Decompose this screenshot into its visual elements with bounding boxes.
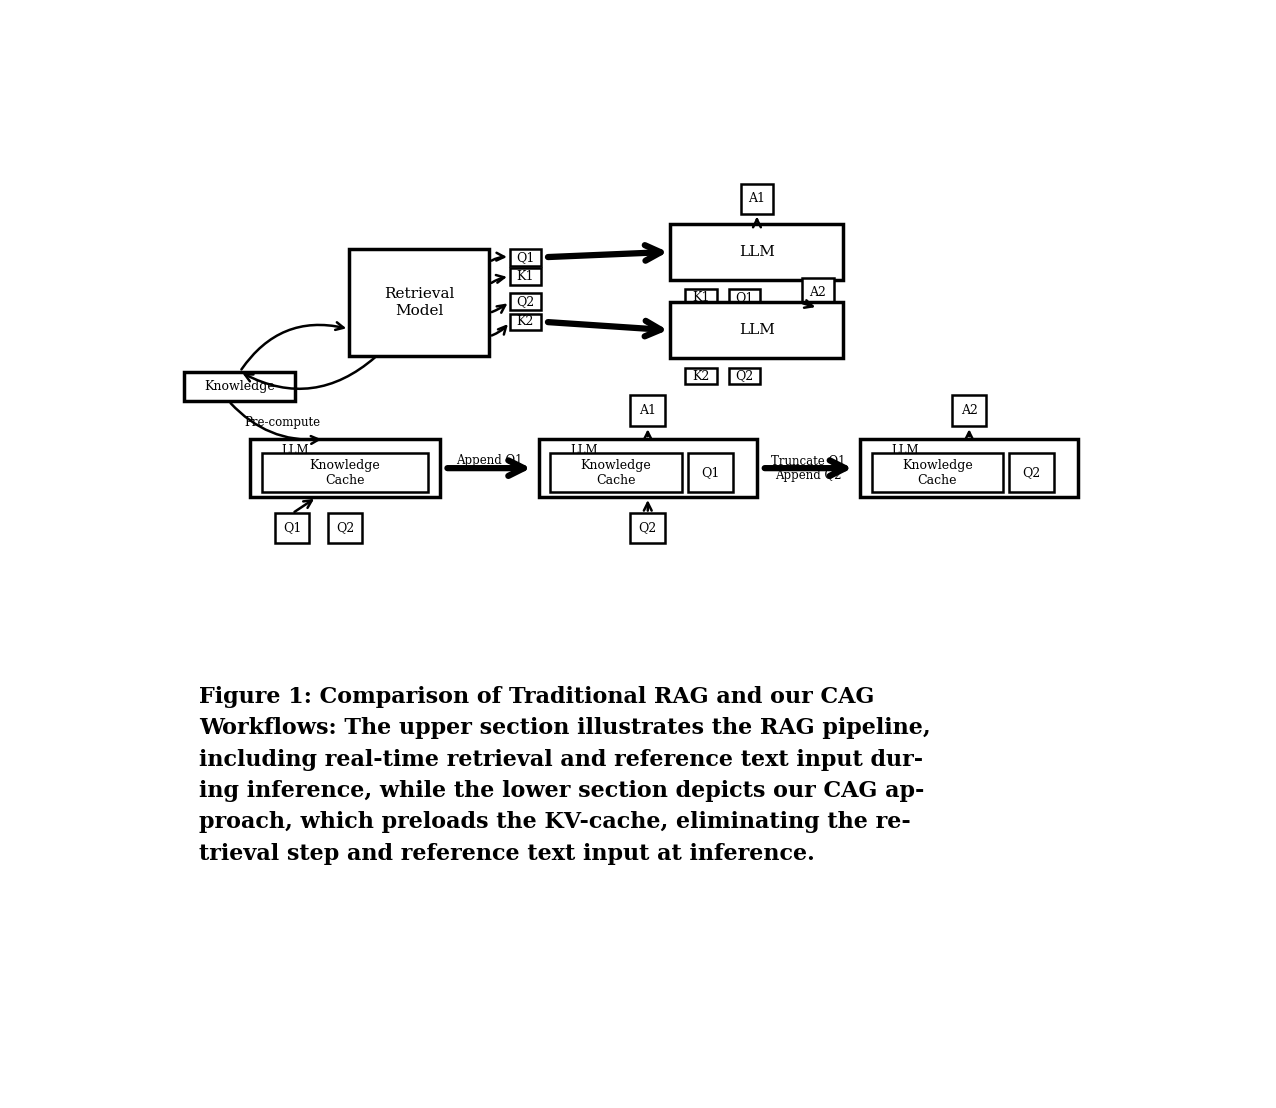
FancyArrowPatch shape <box>241 322 343 369</box>
Text: K2: K2 <box>517 316 535 328</box>
Text: Q2: Q2 <box>639 522 657 534</box>
FancyBboxPatch shape <box>550 453 681 492</box>
Text: Q2: Q2 <box>735 370 754 382</box>
FancyBboxPatch shape <box>741 184 772 214</box>
FancyBboxPatch shape <box>538 439 757 497</box>
Text: K1: K1 <box>692 291 709 304</box>
FancyBboxPatch shape <box>509 268 541 285</box>
Text: LLM: LLM <box>891 443 919 456</box>
FancyBboxPatch shape <box>688 453 732 492</box>
Text: Q1: Q1 <box>735 291 754 304</box>
FancyArrowPatch shape <box>231 403 319 444</box>
Text: Knowledge
Cache: Knowledge Cache <box>902 459 972 486</box>
FancyBboxPatch shape <box>328 513 362 543</box>
Text: LLM: LLM <box>739 245 775 259</box>
FancyBboxPatch shape <box>670 302 843 358</box>
Text: Knowledge
Cache: Knowledge Cache <box>310 459 380 486</box>
Text: Retrieval
Model: Retrieval Model <box>384 287 454 318</box>
FancyBboxPatch shape <box>630 396 665 427</box>
Text: Figure 1: Comparison of Traditional RAG and our CAG
Workflows: The upper section: Figure 1: Comparison of Traditional RAG … <box>199 686 930 864</box>
FancyBboxPatch shape <box>803 278 833 308</box>
Text: A2: A2 <box>961 404 977 418</box>
FancyArrowPatch shape <box>245 358 375 389</box>
FancyBboxPatch shape <box>250 439 440 497</box>
Text: Pre-compute: Pre-compute <box>244 416 320 429</box>
FancyBboxPatch shape <box>952 396 986 427</box>
FancyArrowPatch shape <box>491 326 507 336</box>
FancyBboxPatch shape <box>685 368 717 384</box>
Text: Truncate Q1: Truncate Q1 <box>771 454 846 468</box>
FancyBboxPatch shape <box>630 513 665 543</box>
FancyBboxPatch shape <box>860 439 1078 497</box>
FancyBboxPatch shape <box>670 224 843 279</box>
FancyBboxPatch shape <box>729 289 760 306</box>
FancyBboxPatch shape <box>350 249 489 356</box>
FancyBboxPatch shape <box>729 368 760 384</box>
FancyArrowPatch shape <box>491 253 504 260</box>
Text: A1: A1 <box>639 404 656 418</box>
Text: Q1: Q1 <box>283 522 301 534</box>
Text: LLM: LLM <box>739 324 775 337</box>
Text: Knowledge: Knowledge <box>204 380 276 393</box>
FancyArrowPatch shape <box>491 275 504 283</box>
Text: K2: K2 <box>693 370 709 382</box>
FancyBboxPatch shape <box>872 453 1003 492</box>
Text: Append Q1: Append Q1 <box>456 454 522 468</box>
FancyBboxPatch shape <box>1009 453 1054 492</box>
FancyBboxPatch shape <box>184 372 296 401</box>
Text: K1: K1 <box>517 270 535 283</box>
Text: Knowledge
Cache: Knowledge Cache <box>581 459 652 486</box>
Text: Q1: Q1 <box>517 250 535 264</box>
FancyArrowPatch shape <box>491 305 505 312</box>
FancyBboxPatch shape <box>509 249 541 266</box>
Text: Append Q2: Append Q2 <box>776 469 842 482</box>
Text: A2: A2 <box>809 286 827 299</box>
FancyBboxPatch shape <box>274 513 310 543</box>
FancyBboxPatch shape <box>262 453 429 492</box>
Text: Q2: Q2 <box>336 522 353 534</box>
FancyBboxPatch shape <box>509 294 541 310</box>
FancyBboxPatch shape <box>509 314 541 330</box>
Text: Q2: Q2 <box>517 295 535 308</box>
Text: Q2: Q2 <box>1022 466 1041 479</box>
Text: LLM: LLM <box>282 443 309 456</box>
Text: A1: A1 <box>749 192 766 205</box>
Text: LLM: LLM <box>570 443 597 456</box>
FancyBboxPatch shape <box>685 289 717 306</box>
Text: Q1: Q1 <box>702 466 720 479</box>
